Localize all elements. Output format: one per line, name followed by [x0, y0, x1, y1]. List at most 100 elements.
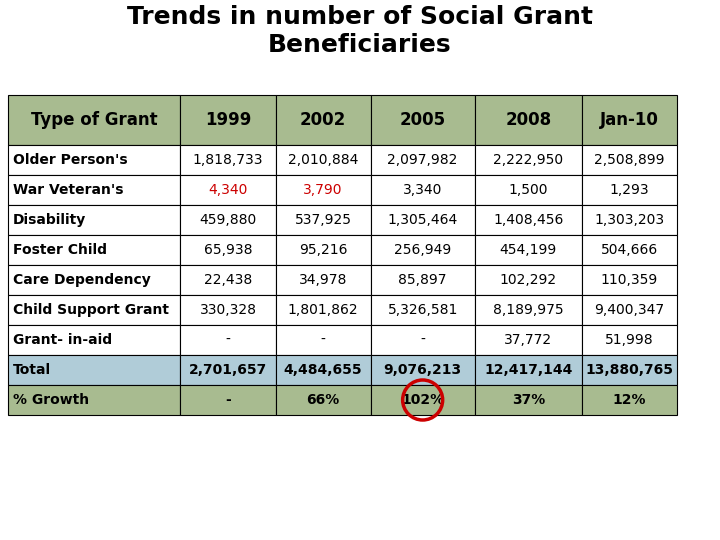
Bar	[474, 325, 582, 355]
Text: War Veteran's: War Veteran's	[13, 183, 124, 197]
Text: -: -	[320, 333, 325, 347]
Text: 8,189,975: 8,189,975	[493, 303, 564, 317]
Text: 2,097,982: 2,097,982	[387, 153, 458, 167]
Bar	[371, 355, 474, 385]
Bar	[582, 355, 677, 385]
Bar	[276, 385, 371, 415]
Bar	[582, 175, 677, 205]
Text: Foster Child: Foster Child	[13, 243, 107, 257]
Bar	[276, 325, 371, 355]
Bar	[276, 175, 371, 205]
Text: Care Dependency: Care Dependency	[13, 273, 150, 287]
Text: 102,292: 102,292	[500, 273, 557, 287]
Text: 1,500: 1,500	[508, 183, 548, 197]
Text: 330,328: 330,328	[199, 303, 256, 317]
Text: 102%: 102%	[401, 393, 444, 407]
Text: Trends in number of Social Grant
Beneficiaries: Trends in number of Social Grant Benefic…	[127, 5, 593, 57]
Text: Grant- in-aid: Grant- in-aid	[13, 333, 112, 347]
Text: 2005: 2005	[400, 111, 446, 129]
Text: 13,880,765: 13,880,765	[585, 363, 673, 377]
Bar	[371, 385, 474, 415]
Text: % Growth: % Growth	[13, 393, 89, 407]
Bar	[8, 325, 181, 355]
Text: 1,293: 1,293	[609, 183, 649, 197]
Text: 12,417,144: 12,417,144	[484, 363, 572, 377]
Text: Child Support Grant: Child Support Grant	[13, 303, 169, 317]
Text: 537,925: 537,925	[294, 213, 351, 227]
Bar	[371, 95, 474, 145]
Bar	[371, 325, 474, 355]
Text: 1,801,862: 1,801,862	[288, 303, 359, 317]
Text: 37%: 37%	[512, 393, 545, 407]
Bar	[474, 295, 582, 325]
Bar	[276, 95, 371, 145]
Text: 110,359: 110,359	[600, 273, 658, 287]
Text: 1,303,203: 1,303,203	[594, 213, 665, 227]
Bar	[582, 145, 677, 175]
Bar	[582, 95, 677, 145]
Bar	[181, 95, 276, 145]
Text: 459,880: 459,880	[199, 213, 256, 227]
Text: 4,484,655: 4,484,655	[284, 363, 362, 377]
Bar	[474, 175, 582, 205]
Text: 12%: 12%	[613, 393, 646, 407]
Text: Older Person's: Older Person's	[13, 153, 127, 167]
Text: 51,998: 51,998	[605, 333, 654, 347]
Text: 454,199: 454,199	[500, 243, 557, 257]
Bar	[474, 95, 582, 145]
Bar	[8, 385, 181, 415]
Bar	[371, 265, 474, 295]
Text: -: -	[225, 393, 231, 407]
Bar	[276, 145, 371, 175]
Bar	[582, 205, 677, 235]
Bar	[582, 385, 677, 415]
Bar	[582, 325, 677, 355]
Text: 34,978: 34,978	[299, 273, 347, 287]
Text: Total: Total	[13, 363, 51, 377]
Bar	[582, 265, 677, 295]
Text: 9,400,347: 9,400,347	[594, 303, 665, 317]
Text: 1999: 1999	[204, 111, 251, 129]
Text: -: -	[420, 333, 425, 347]
Text: 22,438: 22,438	[204, 273, 252, 287]
Bar	[371, 205, 474, 235]
Bar	[181, 295, 276, 325]
Bar	[181, 145, 276, 175]
Text: 2,222,950: 2,222,950	[493, 153, 563, 167]
Bar	[276, 235, 371, 265]
Bar	[8, 175, 181, 205]
Bar	[8, 205, 181, 235]
Text: 256,949: 256,949	[394, 243, 451, 257]
Bar	[181, 265, 276, 295]
Bar	[181, 325, 276, 355]
Text: Type of Grant: Type of Grant	[31, 111, 158, 129]
Bar	[582, 235, 677, 265]
Bar	[474, 235, 582, 265]
Text: 3,340: 3,340	[403, 183, 442, 197]
Text: 2,701,657: 2,701,657	[189, 363, 267, 377]
Bar	[371, 145, 474, 175]
Text: -: -	[225, 333, 230, 347]
Bar	[8, 265, 181, 295]
Text: 2,508,899: 2,508,899	[594, 153, 665, 167]
Text: 37,772: 37,772	[504, 333, 552, 347]
Text: 2008: 2008	[505, 111, 552, 129]
Bar	[8, 95, 181, 145]
Bar	[474, 355, 582, 385]
Text: Jan-10: Jan-10	[600, 111, 659, 129]
Bar	[276, 295, 371, 325]
Text: 2002: 2002	[300, 111, 346, 129]
Text: 3,790: 3,790	[303, 183, 343, 197]
Text: 95,216: 95,216	[299, 243, 347, 257]
Bar	[181, 205, 276, 235]
Bar	[181, 355, 276, 385]
Bar	[181, 385, 276, 415]
Text: 504,666: 504,666	[600, 243, 658, 257]
Text: 1,408,456: 1,408,456	[493, 213, 564, 227]
Text: 85,897: 85,897	[398, 273, 447, 287]
Bar	[276, 205, 371, 235]
Bar	[181, 175, 276, 205]
Text: 9,076,213: 9,076,213	[384, 363, 462, 377]
Bar	[582, 295, 677, 325]
Text: 66%: 66%	[307, 393, 340, 407]
